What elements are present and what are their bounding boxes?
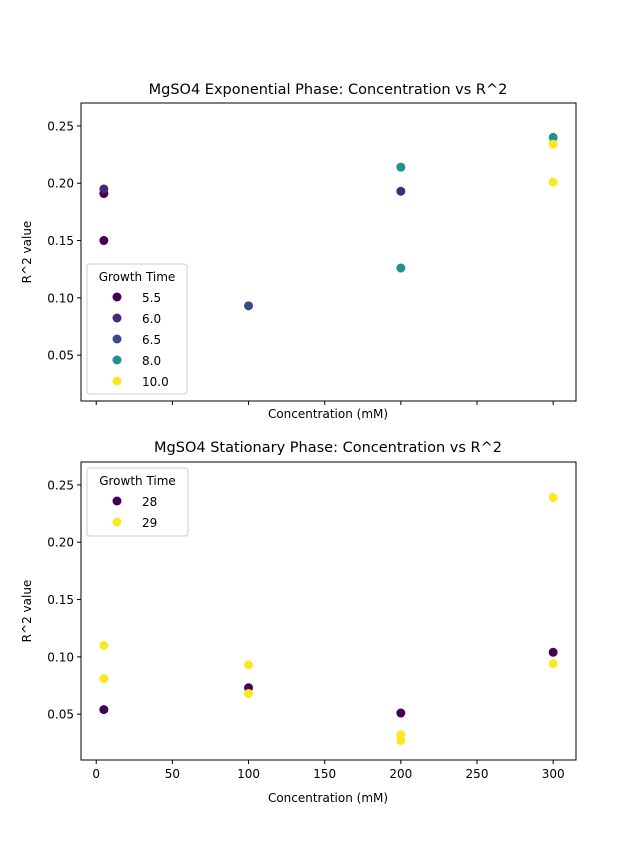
legend-label-4: 10.0 xyxy=(142,375,169,389)
y-tick-label-0: 0.05 xyxy=(47,349,74,363)
y-axis-ticks: 0.05 0.10 0.15 0.20 0.25 xyxy=(47,478,81,722)
point-series-1-6 xyxy=(548,493,558,503)
legend-label-1: 6.0 xyxy=(142,312,161,326)
legend-marker-3 xyxy=(112,355,122,365)
legend-marker-0 xyxy=(112,292,122,302)
y-tick-label-4: 0.25 xyxy=(47,119,74,133)
scatter-points xyxy=(99,132,558,311)
y-axis-label: R^2 value xyxy=(20,580,34,643)
x-axis-ticks: 0 50 100 150 200 250 300 xyxy=(92,760,565,781)
point-series-1-0 xyxy=(99,640,109,650)
point-series-1-0 xyxy=(99,184,109,194)
scatter-points xyxy=(99,493,558,746)
y-tick-label-1: 0.10 xyxy=(47,650,74,664)
stationary-phase-chart: MgSO4 Stationary Phase: Concentration vs… xyxy=(20,440,577,805)
legend-title: Growth Time xyxy=(99,270,176,284)
point-series-1-1 xyxy=(396,186,406,196)
y-tick-label-2: 0.15 xyxy=(47,593,74,607)
point-series-1-1 xyxy=(99,674,109,684)
x-tick-label-1: 50 xyxy=(165,767,180,781)
y-tick-label-3: 0.20 xyxy=(47,177,74,191)
y-axis-label: R^2 value xyxy=(20,221,34,284)
point-series-3-2 xyxy=(548,132,558,142)
legend: Growth Time 28 29 xyxy=(86,467,189,537)
legend-marker-4 xyxy=(112,376,122,386)
x-tick-label-5: 250 xyxy=(466,767,489,781)
legend-title: Growth Time xyxy=(99,474,176,488)
y-tick-label-0: 0.05 xyxy=(47,708,74,722)
x-tick-label-3: 150 xyxy=(313,767,336,781)
legend: Growth Time 5.5 6.0 6.5 8.0 10.0 xyxy=(86,263,188,395)
y-tick-label-1: 0.10 xyxy=(47,291,74,305)
y-tick-label-3: 0.20 xyxy=(47,536,74,550)
legend-label-0: 5.5 xyxy=(142,291,161,305)
y-tick-label-4: 0.25 xyxy=(47,478,74,492)
legend-frame xyxy=(86,263,188,395)
y-axis-ticks: 0.05 0.10 0.15 0.20 0.25 xyxy=(47,119,81,363)
plot-frame xyxy=(80,461,577,761)
legend-label-2: 6.5 xyxy=(142,333,161,347)
point-series-3-1 xyxy=(396,263,406,273)
x-axis-label: Concentration (mM) xyxy=(268,407,388,421)
x-tick-label-6: 300 xyxy=(542,767,565,781)
x-tick-label-4: 200 xyxy=(389,767,412,781)
point-series-1-5 xyxy=(396,736,406,746)
point-series-1-3 xyxy=(244,689,254,699)
legend-label-3: 8.0 xyxy=(142,354,161,368)
legend-marker-0 xyxy=(112,496,122,506)
chart-title: MgSO4 Stationary Phase: Concentration vs… xyxy=(154,440,502,456)
point-series-0-2 xyxy=(396,708,406,718)
legend-label-1: 29 xyxy=(142,516,157,530)
legend-frame xyxy=(86,467,189,537)
point-series-0-1 xyxy=(99,236,109,246)
plot-frame xyxy=(80,102,577,402)
x-tick-label-0: 0 xyxy=(92,767,100,781)
x-axis-label: Concentration (mM) xyxy=(268,791,388,805)
exponential-phase-chart: MgSO4 Exponential Phase: Concentration v… xyxy=(20,82,577,421)
x-tick-label-2: 100 xyxy=(237,767,260,781)
y-tick-label-2: 0.15 xyxy=(47,234,74,248)
legend-marker-1 xyxy=(112,517,122,527)
x-axis-ticks xyxy=(95,401,554,405)
point-series-0-3 xyxy=(548,647,558,657)
legend-marker-1 xyxy=(112,313,122,323)
point-series-1-2 xyxy=(244,660,254,670)
chart-title: MgSO4 Exponential Phase: Concentration v… xyxy=(149,82,508,98)
point-series-2-0 xyxy=(244,301,254,311)
point-series-0-0 xyxy=(99,705,109,715)
point-series-3-0 xyxy=(396,162,406,172)
point-series-1-7 xyxy=(548,659,558,669)
point-series-4-1 xyxy=(548,177,558,187)
legend-marker-2 xyxy=(112,334,122,344)
legend-label-0: 28 xyxy=(142,495,157,509)
point-series-4-0 xyxy=(548,139,558,149)
